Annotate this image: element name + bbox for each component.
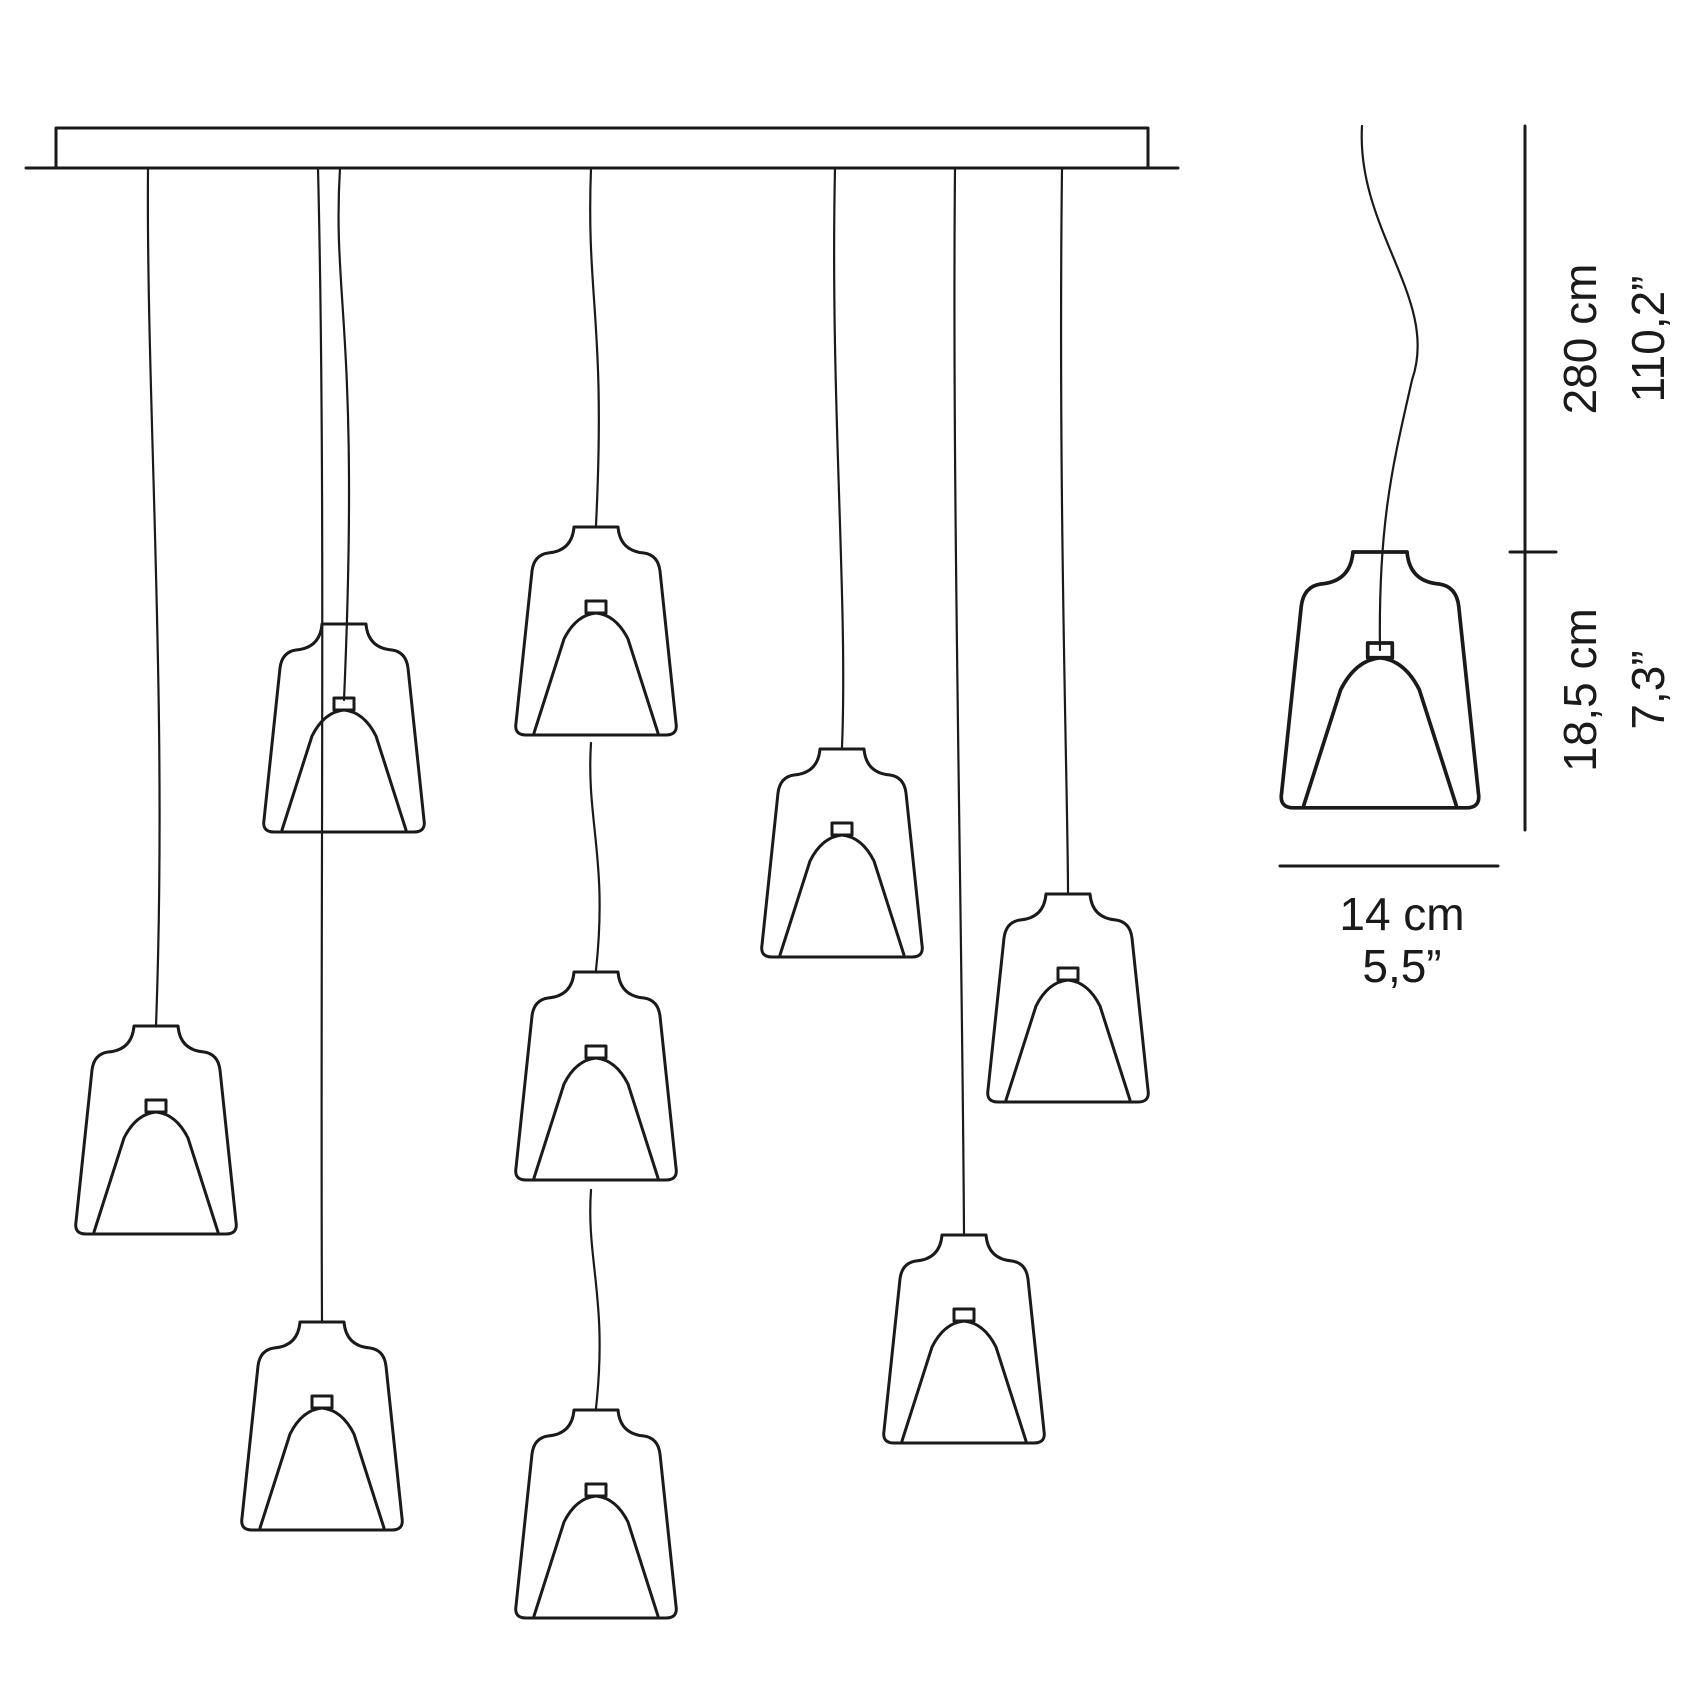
pendant-shade bbox=[74, 1024, 238, 1236]
ceiling-canopy bbox=[24, 126, 1180, 170]
pendant-shade bbox=[514, 1408, 678, 1620]
pendant-shade bbox=[262, 622, 426, 834]
pendant-shade bbox=[514, 525, 678, 737]
pendant-shade bbox=[514, 970, 678, 1182]
cable-length-imperial: 110,2” bbox=[1622, 275, 1674, 402]
cable-length-label: 280 cm 110,2” bbox=[1554, 264, 1674, 415]
shade-width-imperial: 5,5” bbox=[1362, 940, 1441, 992]
shade-width-metric: 14 cm bbox=[1339, 888, 1464, 940]
shade-height-metric: 18,5 cm bbox=[1554, 608, 1606, 772]
cable-length-metric: 280 cm bbox=[1554, 264, 1606, 415]
shade-height-label: 18,5 cm 7,3” bbox=[1554, 608, 1674, 772]
pendant-shades bbox=[74, 525, 1481, 1620]
shade-height-imperial: 7,3” bbox=[1622, 650, 1674, 729]
shade-width-label: 14 cm 5,5” bbox=[1339, 888, 1464, 992]
pendant-shade bbox=[240, 1320, 404, 1532]
pendant-shade bbox=[986, 892, 1150, 1104]
dimension-lines bbox=[1278, 124, 1558, 868]
pendant-shade bbox=[882, 1233, 1046, 1445]
pendant-shade bbox=[760, 747, 924, 959]
suspension-cords bbox=[146, 124, 1419, 1410]
